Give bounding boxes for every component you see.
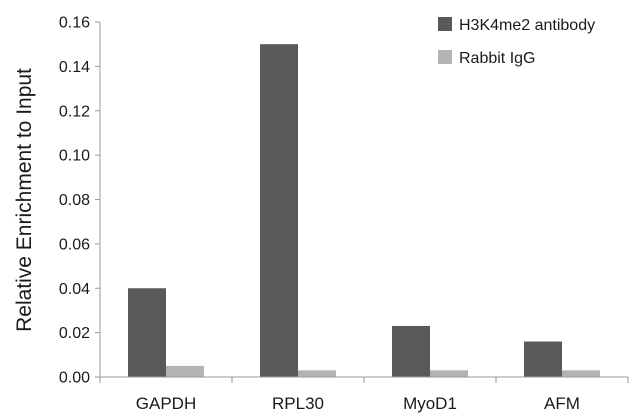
y-tick-label: 0.12	[59, 103, 90, 120]
bar-rabbit-igg-afm	[562, 370, 600, 377]
legend-label-h3k4me2: H3K4me2 antibody	[459, 17, 595, 34]
x-tick-label: AFM	[544, 394, 580, 413]
legend-swatch-h3k4me2	[438, 17, 452, 31]
x-tick-label: MyoD1	[403, 394, 457, 413]
bar-rabbit-igg-myod1	[430, 370, 468, 377]
y-tick-label: 0.08	[59, 192, 90, 209]
y-axis-ticks: 0.00 0.02 0.04 0.06 0.08 0.10 0.12 0.14 0.16	[59, 15, 100, 387]
x-axis-ticks: GAPDH RPL30 MyoD1 AFM	[99, 377, 629, 413]
bar-h3k4me2-gapdh	[128, 288, 166, 377]
legend: H3K4me2 antibody Rabbit IgG	[438, 17, 595, 67]
legend-swatch-rabbit-igg	[438, 50, 452, 64]
y-tick-label: 0.00	[59, 370, 90, 387]
x-tick-label: GAPDH	[136, 394, 196, 413]
y-tick-label: 0.04	[59, 281, 90, 298]
y-tick-label: 0.10	[59, 148, 90, 165]
y-tick-label: 0.06	[59, 236, 90, 253]
legend-label-rabbit-igg: Rabbit IgG	[459, 50, 535, 67]
bar-rabbit-igg-gapdh	[166, 365, 204, 377]
bar-h3k4me2-rpl30	[260, 44, 298, 377]
bar-rabbit-igg-rpl30	[298, 370, 336, 377]
bar-h3k4me2-myod1	[392, 325, 430, 377]
x-tick-label: RPL30	[272, 394, 324, 413]
y-tick-label: 0.02	[59, 325, 90, 342]
y-tick-label: 0.16	[59, 15, 90, 32]
bars	[128, 44, 600, 377]
bar-h3k4me2-afm	[524, 341, 562, 377]
y-tick-label: 0.14	[59, 59, 90, 76]
y-axis-label: Relative Enrichment to Input	[13, 68, 36, 332]
